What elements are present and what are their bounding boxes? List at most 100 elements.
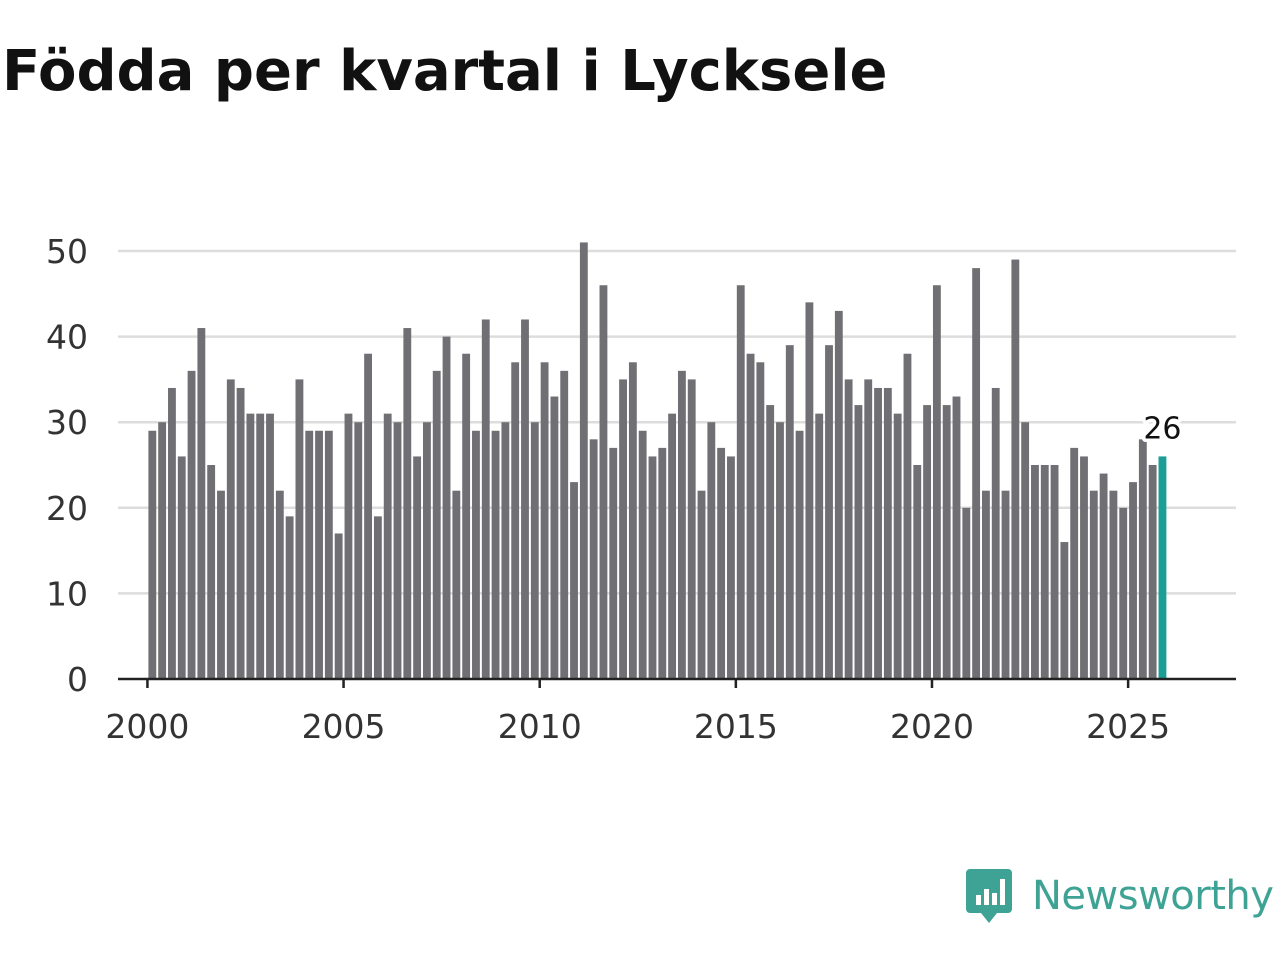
bar — [1021, 422, 1030, 679]
x-tick-label: 2005 — [302, 707, 386, 746]
bar — [403, 328, 412, 679]
bar — [1138, 439, 1147, 679]
bar — [462, 353, 471, 679]
bar — [648, 456, 657, 679]
bar — [570, 482, 578, 679]
bar — [1119, 507, 1128, 679]
bar — [275, 490, 284, 679]
bar — [472, 430, 480, 679]
bar — [638, 430, 647, 679]
bar — [736, 285, 745, 679]
bars — [148, 242, 1167, 679]
bar — [305, 430, 314, 679]
bar — [383, 413, 392, 679]
bar — [805, 302, 814, 679]
bar — [1060, 542, 1069, 679]
bar — [913, 465, 922, 679]
gridlines — [118, 249, 1236, 595]
x-tick-label: 2025 — [1086, 707, 1170, 746]
bar — [903, 353, 912, 679]
bar — [825, 345, 833, 679]
bar — [815, 413, 824, 679]
bar — [1099, 473, 1108, 679]
y-tick-label: 30 — [46, 403, 88, 442]
bar — [962, 507, 971, 679]
bar — [677, 370, 686, 679]
x-axis: 2000 2005 2010 2015 2020 2025 — [105, 679, 1170, 746]
bar — [560, 370, 569, 679]
x-tick-label: 2020 — [890, 707, 974, 746]
bar — [952, 396, 961, 679]
bar — [628, 362, 637, 679]
bar — [1050, 465, 1059, 679]
bar — [413, 456, 422, 679]
bar — [315, 430, 323, 679]
bar — [393, 422, 402, 679]
bar — [168, 387, 176, 679]
bar — [785, 345, 794, 679]
bar — [334, 533, 343, 679]
bar — [226, 379, 235, 679]
bar — [579, 242, 588, 679]
bar — [1129, 482, 1137, 679]
bar — [854, 405, 863, 679]
bar — [834, 310, 843, 679]
bar — [981, 490, 990, 679]
bar — [1011, 259, 1020, 679]
bar — [187, 370, 196, 679]
bar — [1080, 456, 1088, 679]
bar — [864, 379, 873, 679]
x-tick-label: 2010 — [498, 707, 582, 746]
x-tick-label: 2015 — [694, 707, 778, 746]
bar — [874, 387, 882, 679]
bar — [893, 413, 902, 679]
bar — [717, 447, 726, 679]
bar — [295, 379, 304, 679]
bar — [1031, 465, 1039, 679]
bar — [766, 405, 775, 679]
brand-name: Newsworthy — [1032, 873, 1274, 919]
bar — [746, 353, 755, 679]
bar — [923, 405, 932, 679]
bar — [148, 430, 157, 679]
bar — [1070, 447, 1079, 679]
bar-latest — [1158, 456, 1167, 679]
bar — [324, 430, 333, 679]
x-tick-label: 2000 — [105, 707, 189, 746]
bar — [727, 456, 735, 679]
bar — [1001, 490, 1010, 679]
bar — [687, 379, 696, 679]
bar — [364, 353, 373, 679]
chart-title: Födda per kvartal i Lycksele — [2, 39, 888, 104]
bar — [609, 447, 618, 679]
y-tick-label: 20 — [46, 489, 88, 528]
bar — [1089, 490, 1098, 679]
bar — [540, 362, 549, 679]
y-tick-label: 50 — [46, 232, 88, 271]
bar — [658, 447, 667, 679]
bar — [599, 285, 608, 679]
y-axis: 0 10 20 30 40 50 — [46, 232, 88, 699]
bar — [158, 422, 167, 679]
bar — [177, 456, 186, 679]
bar — [511, 362, 520, 679]
bar — [972, 268, 981, 679]
bar — [707, 422, 716, 679]
bar — [776, 422, 784, 679]
bar — [1040, 465, 1049, 679]
bar — [452, 490, 461, 679]
newsworthy-logo-icon — [966, 869, 1012, 923]
bar — [589, 439, 598, 679]
bar — [236, 387, 245, 679]
bar — [1109, 490, 1118, 679]
bar — [256, 413, 265, 679]
bar — [1148, 465, 1157, 679]
bar — [756, 362, 765, 679]
bar — [795, 430, 804, 679]
bar — [432, 370, 441, 679]
bar — [422, 422, 431, 679]
bar — [266, 413, 274, 679]
bar — [550, 396, 559, 679]
bar — [217, 490, 225, 679]
